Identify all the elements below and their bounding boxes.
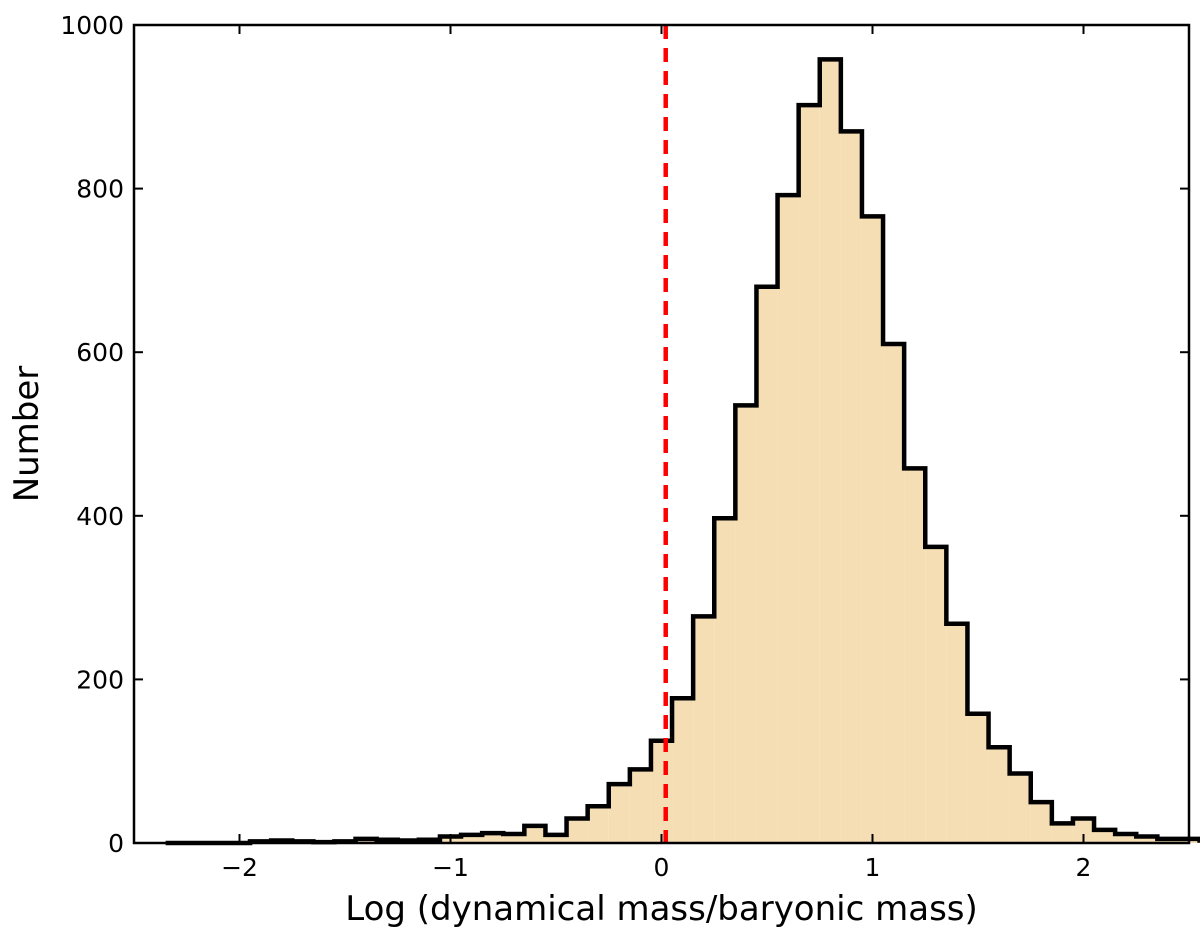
histogram-bar bbox=[778, 195, 799, 843]
histogram-bar bbox=[735, 405, 756, 843]
y-tick-label: 400 bbox=[76, 502, 124, 531]
histogram-bar bbox=[588, 806, 609, 843]
histogram-bar bbox=[609, 784, 630, 843]
y-tick-label: 1000 bbox=[60, 11, 124, 40]
y-tick-label: 600 bbox=[76, 338, 124, 367]
histogram-bar bbox=[820, 59, 841, 843]
plot-frame bbox=[134, 25, 1189, 843]
histogram-bar bbox=[630, 769, 651, 843]
histogram-bar bbox=[967, 714, 988, 843]
histogram-bar bbox=[799, 105, 820, 843]
x-tick-label: 2 bbox=[1076, 853, 1092, 882]
x-axis-title: Log (dynamical mass/baryonic mass) bbox=[345, 889, 978, 929]
histogram-bar bbox=[651, 741, 672, 843]
histogram-bar bbox=[883, 344, 904, 843]
histogram-bar bbox=[862, 216, 883, 843]
histogram-bar bbox=[693, 616, 714, 843]
histogram-bar bbox=[524, 826, 545, 843]
histogram-bar bbox=[946, 624, 967, 843]
histogram-bar bbox=[1031, 802, 1052, 843]
histogram-layer bbox=[166, 59, 1200, 843]
histogram-bar bbox=[1010, 773, 1031, 843]
histogram-bar bbox=[989, 747, 1010, 843]
histogram-bar bbox=[672, 698, 693, 843]
x-tick-label: 1 bbox=[865, 853, 881, 882]
y-tick-label: 800 bbox=[76, 175, 124, 204]
histogram-bar bbox=[904, 468, 925, 843]
histogram-bar bbox=[756, 287, 777, 843]
histogram-bar bbox=[567, 818, 588, 843]
y-axis-title: Number bbox=[7, 366, 47, 503]
x-tick-label: −1 bbox=[432, 853, 469, 882]
histogram-bar bbox=[1052, 823, 1073, 843]
y-tick-label: 200 bbox=[76, 665, 124, 694]
histogram-bar bbox=[841, 131, 862, 843]
x-tick-label: 0 bbox=[654, 853, 670, 882]
histogram-bar bbox=[925, 547, 946, 843]
tick-layer: −2 −1 0 1 2 0 200 400 600 800 1000 bbox=[60, 11, 1189, 882]
x-tick-label: −2 bbox=[221, 853, 258, 882]
histogram-bar bbox=[714, 518, 735, 843]
y-tick-label: 0 bbox=[108, 829, 124, 858]
